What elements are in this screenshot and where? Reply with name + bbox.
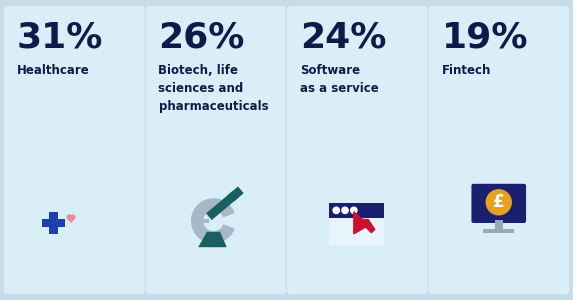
Polygon shape	[198, 232, 227, 247]
Text: 19%: 19%	[442, 21, 528, 55]
Text: 26%: 26%	[159, 21, 245, 55]
Text: Software
as a service: Software as a service	[300, 64, 379, 95]
FancyBboxPatch shape	[328, 203, 383, 218]
Text: 31%: 31%	[17, 21, 103, 55]
Text: Fintech: Fintech	[442, 64, 491, 77]
FancyBboxPatch shape	[146, 6, 286, 294]
FancyBboxPatch shape	[328, 203, 383, 245]
FancyBboxPatch shape	[495, 220, 503, 230]
Circle shape	[341, 206, 349, 214]
Circle shape	[332, 206, 340, 214]
Polygon shape	[206, 191, 239, 220]
FancyBboxPatch shape	[196, 219, 209, 223]
Text: £: £	[493, 193, 505, 211]
Text: Healthcare: Healthcare	[17, 64, 90, 77]
Circle shape	[485, 189, 512, 215]
FancyBboxPatch shape	[4, 6, 144, 294]
FancyBboxPatch shape	[42, 219, 65, 227]
Polygon shape	[354, 212, 375, 234]
FancyBboxPatch shape	[429, 6, 569, 294]
FancyBboxPatch shape	[484, 229, 514, 233]
Circle shape	[350, 206, 358, 214]
FancyBboxPatch shape	[287, 6, 427, 294]
Text: 24%: 24%	[300, 21, 386, 55]
FancyBboxPatch shape	[472, 184, 526, 223]
Polygon shape	[67, 215, 75, 222]
FancyBboxPatch shape	[49, 212, 58, 234]
Text: Biotech, life
sciences and
pharmaceuticals: Biotech, life sciences and pharmaceutica…	[159, 64, 268, 113]
Polygon shape	[228, 187, 244, 202]
